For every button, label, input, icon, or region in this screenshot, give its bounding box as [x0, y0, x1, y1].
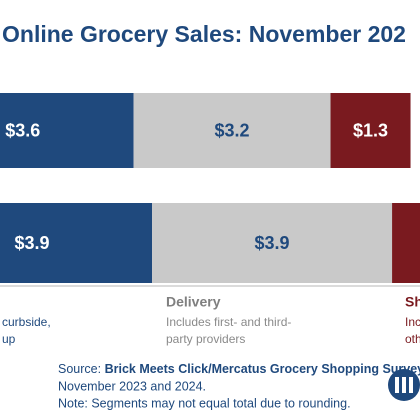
value-label: $3.2 [215, 120, 250, 140]
bar-segment [392, 203, 420, 283]
bar-segment [133, 93, 331, 168]
legend-description: up [2, 332, 16, 346]
bar-segment [152, 203, 393, 283]
chart-title: Online Grocery Sales: November 202 [2, 21, 406, 47]
value-label: $3.9 [14, 233, 49, 253]
source-name: Brick Meets Click/Mercatus Grocery Shopp… [105, 362, 420, 376]
bar-segment [330, 93, 411, 168]
bar-segment [0, 93, 134, 168]
legend-description: curbside, [2, 315, 51, 329]
legend-description: oth [405, 332, 420, 346]
note: Note: Segments may not equal total due t… [58, 396, 351, 410]
source-label: Source: [58, 362, 101, 376]
legend-description: Inc [405, 315, 420, 329]
logo [388, 369, 420, 401]
legend-description: Includes first- and third- [166, 315, 291, 329]
value-label: $1.3 [353, 120, 388, 140]
source: Source: Brick Meets Click/Mercatus Groce… [58, 362, 420, 376]
value-label: $3.6 [5, 120, 40, 140]
source-line: November 2023 and 2024. [58, 379, 206, 393]
value-label: $3.9 [255, 233, 290, 253]
legend-label: Delivery [166, 294, 221, 310]
bar-segment [0, 203, 153, 283]
legend-label: Sh [405, 294, 420, 310]
legend-description: party providers [166, 332, 245, 346]
